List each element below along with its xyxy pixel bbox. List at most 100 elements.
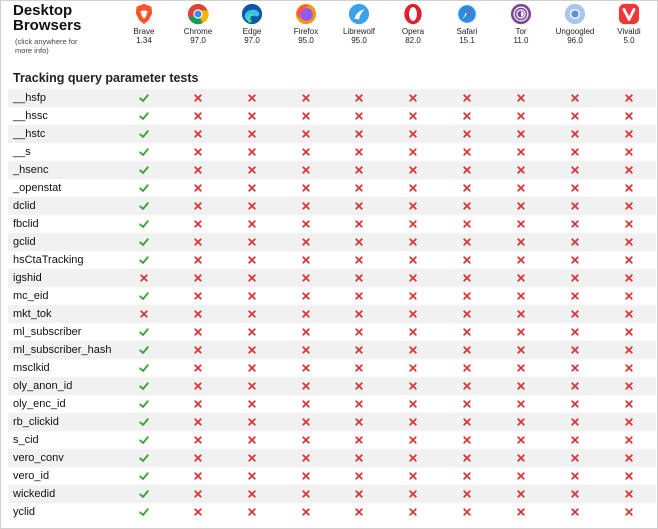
browser-column-vivaldi[interactable]: Vivaldi 5.0: [594, 3, 658, 45]
browser-version: 82.0: [405, 36, 421, 45]
cross-icon: [517, 472, 525, 480]
result-cell: [506, 323, 536, 341]
result-cell: [506, 143, 536, 161]
result-cell: [398, 287, 428, 305]
table-row: _hsenc: [8, 161, 656, 179]
result-cell: [344, 215, 374, 233]
check-icon: [139, 112, 149, 120]
result-cell: [344, 197, 374, 215]
cross-icon: [302, 112, 310, 120]
cross-icon: [355, 400, 363, 408]
test-name: igshid: [13, 272, 42, 284]
cross-icon: [463, 508, 471, 516]
result-cell: [506, 89, 536, 107]
result-cell: [560, 161, 590, 179]
cross-icon: [248, 436, 256, 444]
result-cell: [614, 197, 644, 215]
result-cell: [344, 485, 374, 503]
result-cell: [614, 269, 644, 287]
cross-icon: [194, 328, 202, 336]
result-cell: [291, 377, 321, 395]
result-cell: [237, 161, 267, 179]
cross-icon: [302, 310, 310, 318]
result-cell: [452, 377, 482, 395]
cross-icon: [571, 346, 579, 354]
result-cell: [506, 179, 536, 197]
result-cell: [344, 323, 374, 341]
cross-icon: [463, 418, 471, 426]
browser-column-brave[interactable]: Brave 1.34: [109, 3, 179, 45]
result-cell: [129, 107, 159, 125]
result-cell: [398, 125, 428, 143]
result-cell: [129, 305, 159, 323]
browser-column-librewolf[interactable]: Librewolf 95.0: [324, 3, 394, 45]
result-cell: [129, 161, 159, 179]
test-name: __s: [13, 146, 31, 158]
browser-version: 15.1: [459, 36, 475, 45]
result-cell: [291, 485, 321, 503]
cross-icon: [571, 400, 579, 408]
result-cell: [506, 125, 536, 143]
table-row: __s: [8, 143, 656, 161]
cross-icon: [517, 148, 525, 156]
cross-icon: [409, 310, 417, 318]
result-cell: [183, 143, 213, 161]
result-cell: [398, 323, 428, 341]
result-cell: [398, 107, 428, 125]
result-cell: [560, 323, 590, 341]
cross-icon: [302, 490, 310, 498]
result-cell: [560, 197, 590, 215]
check-icon: [139, 166, 149, 174]
result-cell: [614, 377, 644, 395]
cross-icon: [571, 292, 579, 300]
result-cell: [614, 125, 644, 143]
check-icon: [139, 292, 149, 300]
browser-column-tor[interactable]: Tor 11.0: [486, 3, 556, 45]
vivaldi-icon: [618, 3, 640, 25]
browser-name: Opera: [401, 27, 425, 36]
cross-icon: [194, 148, 202, 156]
cross-icon: [409, 436, 417, 444]
check-icon: [139, 94, 149, 102]
table-row: msclkid: [8, 359, 656, 377]
result-cell: [291, 233, 321, 251]
browser-name: Firefox: [293, 27, 319, 36]
table-row: s_cid: [8, 431, 656, 449]
result-cell: [560, 377, 590, 395]
result-cell: [344, 179, 374, 197]
cross-icon: [355, 382, 363, 390]
result-cell: [129, 413, 159, 431]
test-name: oly_enc_id: [13, 398, 66, 410]
browser-column-firefox[interactable]: Firefox 95.0: [271, 3, 341, 45]
check-icon: [139, 328, 149, 336]
cross-icon: [625, 112, 633, 120]
result-cell: [506, 215, 536, 233]
cross-icon: [302, 274, 310, 282]
browser-column-ungoogled[interactable]: Ungoogled 96.0: [540, 3, 610, 45]
header[interactable]: Desktop Browsers (click anywhere for mor…: [0, 0, 658, 68]
check-icon: [139, 436, 149, 444]
cross-icon: [517, 202, 525, 210]
cross-icon: [571, 238, 579, 246]
result-cell: [452, 485, 482, 503]
result-cell: [452, 89, 482, 107]
cross-icon: [625, 148, 633, 156]
browser-column-edge[interactable]: Edge 97.0: [217, 3, 287, 45]
chrome-icon: [187, 3, 209, 25]
cross-icon: [409, 130, 417, 138]
browser-column-opera[interactable]: Opera 82.0: [378, 3, 448, 45]
result-cell: [506, 503, 536, 521]
browser-version: 95.0: [351, 36, 367, 45]
cross-icon: [409, 364, 417, 372]
cross-icon: [409, 472, 417, 480]
result-cell: [183, 233, 213, 251]
cross-icon: [517, 310, 525, 318]
cross-icon: [248, 382, 256, 390]
browser-column-chrome[interactable]: Chrome 97.0: [163, 3, 233, 45]
cross-icon: [194, 112, 202, 120]
result-cell: [344, 143, 374, 161]
browser-name: Librewolf: [342, 27, 375, 36]
cross-icon: [463, 400, 471, 408]
result-cell: [183, 89, 213, 107]
browser-column-safari[interactable]: Safari 15.1: [432, 3, 502, 45]
